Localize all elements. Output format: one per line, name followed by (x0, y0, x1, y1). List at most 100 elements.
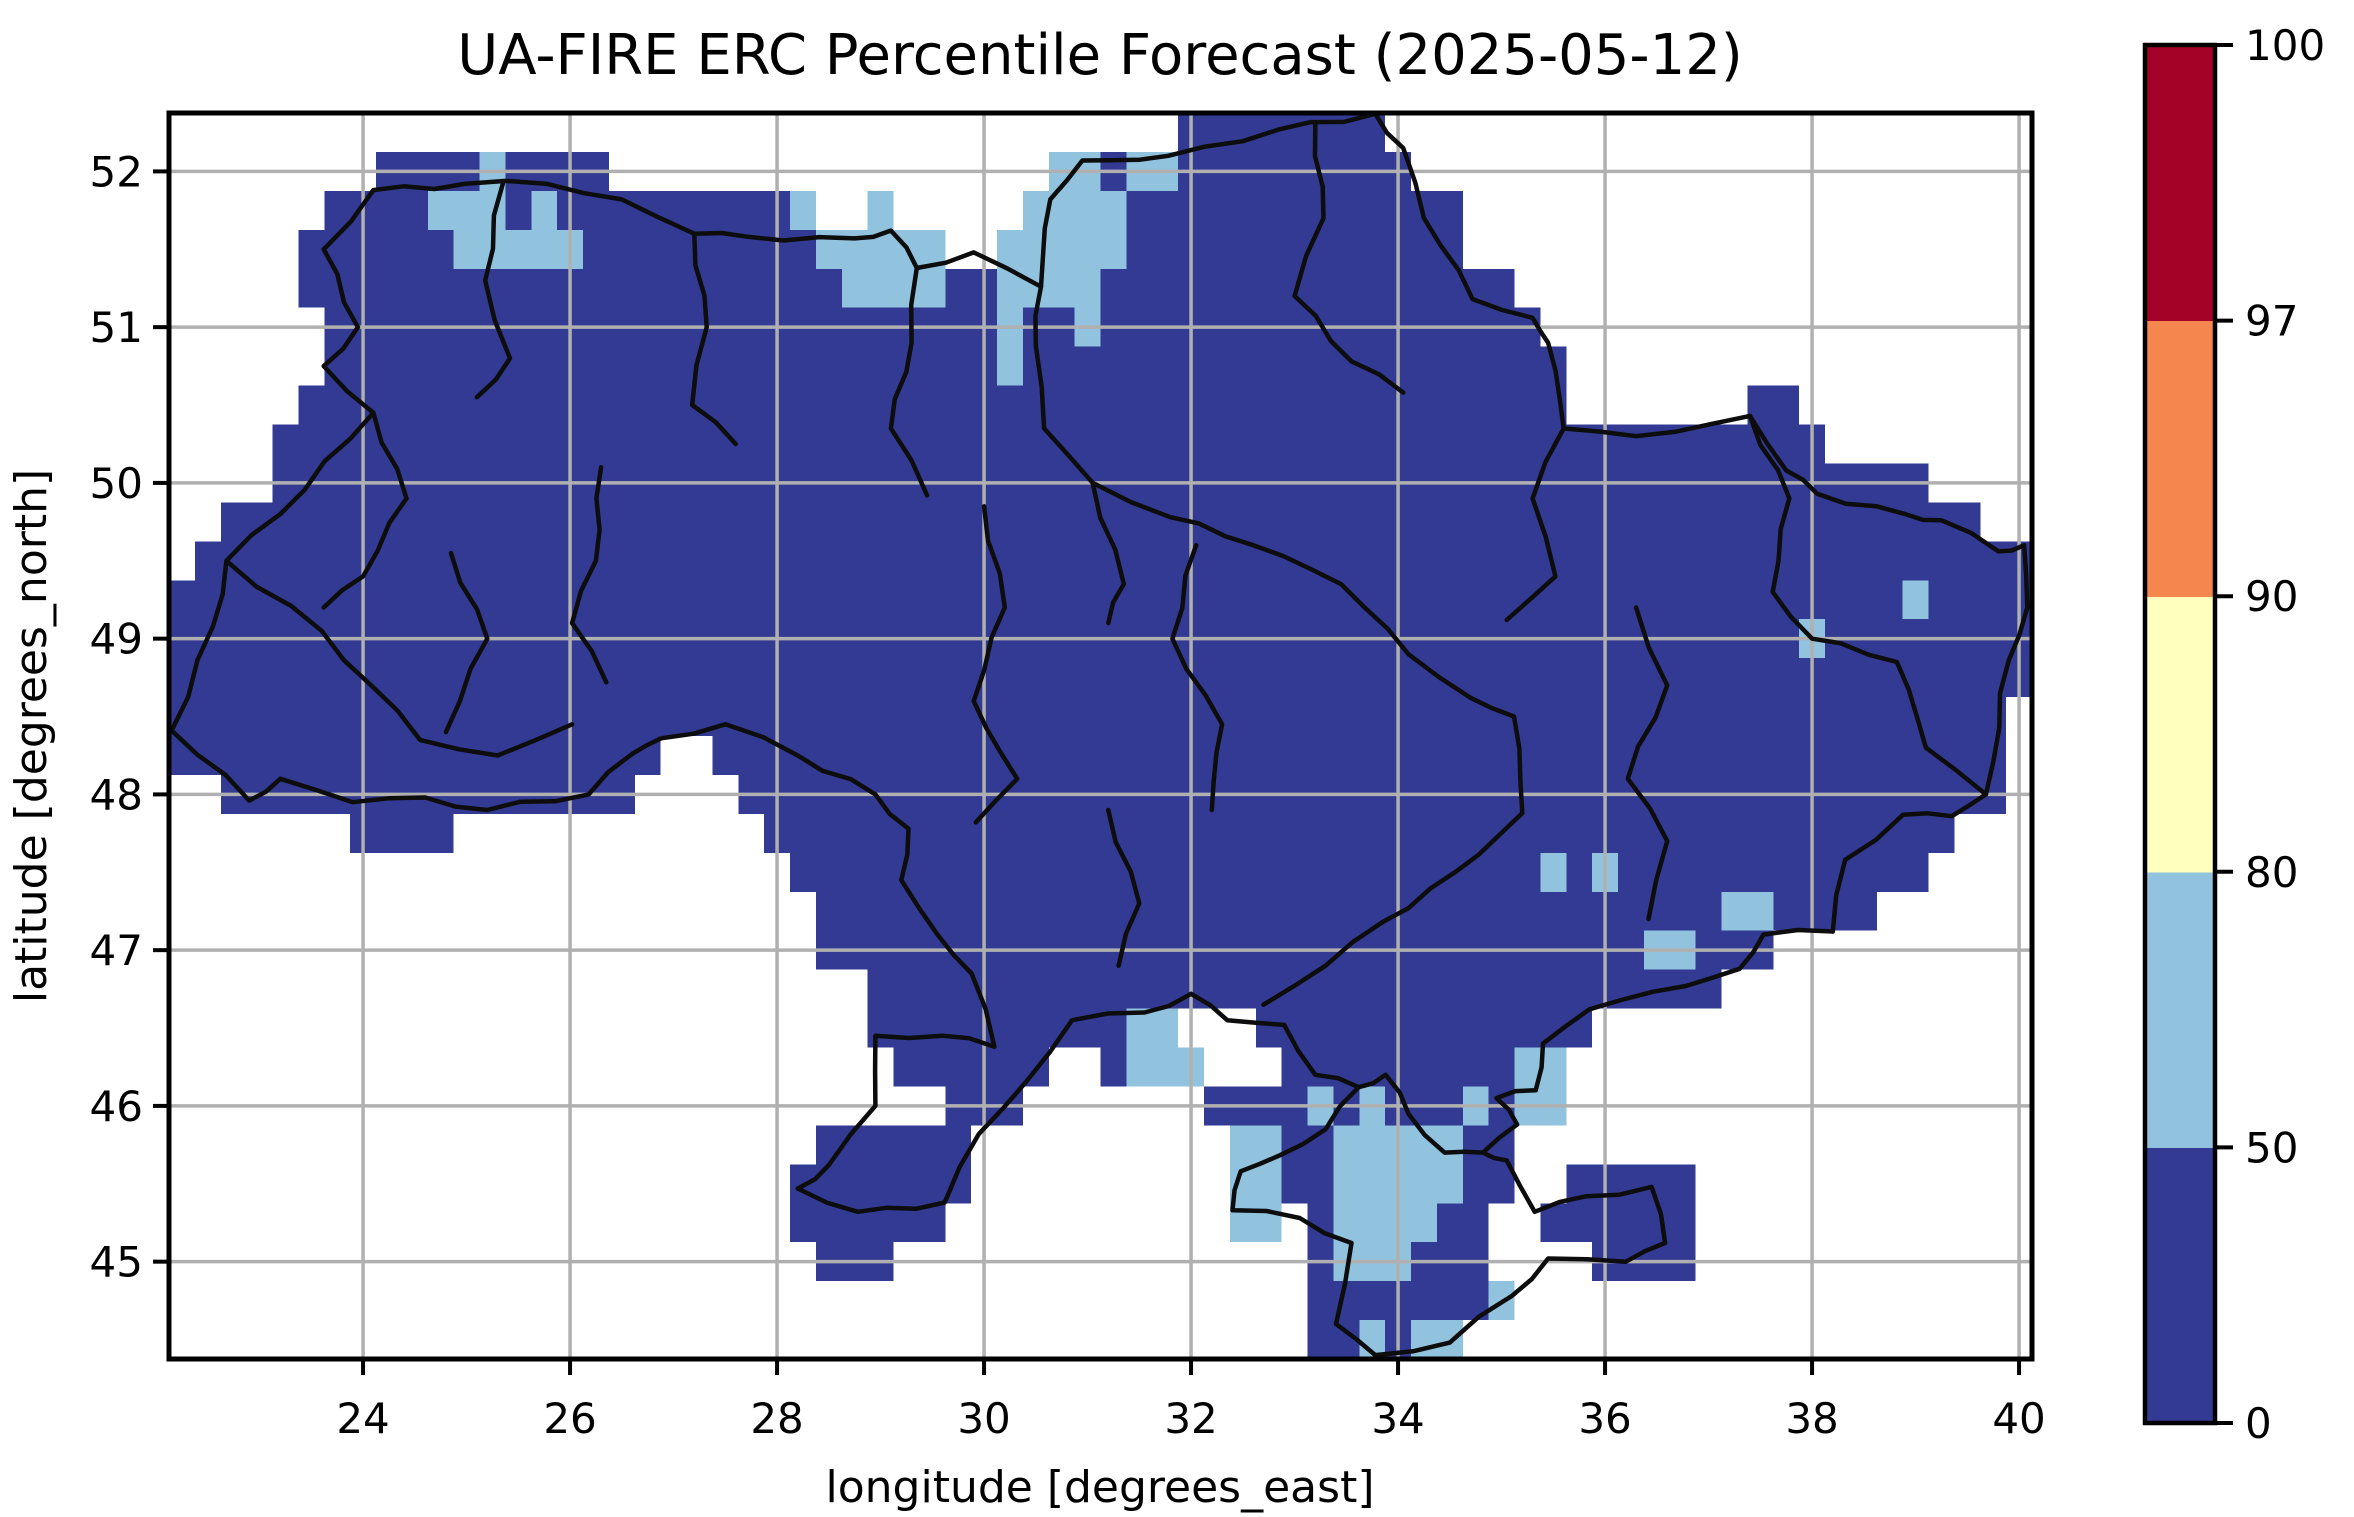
highlight-cell (1152, 1047, 1179, 1087)
colorbar-tick-label: 80 (2245, 848, 2298, 897)
highlight-cell (841, 268, 868, 308)
footprint-run (893, 1047, 1049, 1087)
footprint-run (712, 736, 2007, 775)
highlight-cell (453, 229, 480, 269)
boundary-coast-crimea (1230, 1084, 1668, 1358)
x-axis-label: longitude [degrees_east] (826, 1462, 1375, 1513)
highlight-cell (1048, 268, 1075, 308)
y-tick-label: 50 (90, 459, 143, 508)
footprint-run (169, 736, 661, 775)
footprint-run (867, 969, 1722, 1009)
boundary-coast-black-sea (795, 991, 1361, 1215)
colorbar-tick-label: 50 (2245, 1123, 2298, 1172)
boundary-border-romania (169, 728, 635, 813)
x-tick-label: 30 (957, 1394, 1010, 1443)
highlight-cell (1747, 891, 1774, 931)
boundary-oblast-sumy-kharkiv (1504, 426, 1566, 623)
highlight-cell (531, 229, 558, 269)
colorbar-tick-label: 0 (2245, 1399, 2272, 1448)
y-tick-label: 47 (90, 926, 143, 975)
boundary-oblast-carpathian (224, 558, 575, 758)
boundary-oblast-ivano-frankivsk (443, 550, 490, 735)
highlight-cell (1411, 1203, 1437, 1243)
plot-title: UA-FIRE ERC Percentile Forecast (2025-05… (457, 23, 1742, 88)
x-tick-label: 34 (1371, 1394, 1424, 1443)
y-tick-label: 46 (90, 1082, 143, 1131)
axes-spines (166, 110, 2035, 1362)
highlight-cell (1229, 1125, 1256, 1165)
boundary-dnipro-oblast-line (1033, 284, 1525, 1007)
boundary-oblast-mykolaiv (1106, 807, 1142, 968)
y-tick-label: 49 (90, 615, 143, 664)
highlight-cell (1359, 1125, 1386, 1165)
colorbar-tick-label: 97 (2245, 297, 2298, 346)
highlight-cell (453, 190, 480, 230)
highlight-cell (427, 190, 454, 230)
highlight-cell (1126, 1047, 1153, 1087)
footprint-run (790, 852, 1929, 892)
boundary-oblast-volyn-rivne (474, 181, 513, 400)
highlight-cell (505, 229, 532, 269)
footprint-run (169, 580, 2032, 620)
highlight-cell (1100, 229, 1127, 269)
x-tick-label: 40 (1992, 1394, 2045, 1443)
x-tick-label: 28 (750, 1394, 803, 1443)
highlight-cell (1436, 1320, 1463, 1359)
boundary-oblast-donetsk (1625, 605, 1670, 922)
highlight-cell (1540, 1047, 1567, 1087)
highlight-cell (531, 190, 558, 230)
boundary-oblast-kharkiv-luhansk (1747, 413, 1989, 797)
boundary-border-northeast-russia (1373, 111, 2030, 663)
footprint-run (1747, 385, 1800, 425)
highlight-cell (1721, 891, 1748, 931)
highlight-cell (1074, 190, 1101, 230)
boundary-border-northwest-belarus (321, 111, 1378, 289)
x-tick-label: 36 (1578, 1394, 1631, 1443)
highlight-cell (919, 268, 946, 308)
highlight-cell (1359, 1164, 1386, 1204)
x-tick-label: 26 (543, 1394, 596, 1443)
footprint-run (815, 891, 1877, 931)
highlight-cell (1436, 1164, 1463, 1204)
boundary-oblast-vinnytsia (971, 504, 1020, 825)
highlight-cell (997, 346, 1023, 386)
footprint-run (815, 1125, 972, 1165)
colorbar: 0 50 80 90 97 100 (2142, 21, 2325, 1448)
boundary-oblast-zhytomyr-kyiv (888, 265, 930, 498)
plot-frame (166, 110, 2035, 1362)
colorbar-segment (2145, 871, 2215, 1148)
colorbar-segment (2145, 45, 2215, 322)
highlight-cell (1048, 229, 1075, 269)
highlight-cell (1333, 1164, 1360, 1204)
x-tick-label: 24 (336, 1394, 389, 1443)
boundary-border-east-russia (1830, 658, 2011, 934)
highlight-cell (1100, 190, 1127, 230)
y-axis-label: latitude [degrees_north] (6, 469, 57, 1003)
boundary-border-west-poland (169, 247, 376, 733)
footprint-run (1540, 1203, 1696, 1243)
y-tick-label: 52 (90, 147, 143, 196)
region-boundaries-layer (169, 111, 2030, 1358)
y-tick-label: 48 (90, 770, 143, 819)
y-tick-label: 51 (90, 303, 143, 352)
y-axis: 45 46 47 48 49 50 51 52 (90, 147, 169, 1287)
highlight-cell (997, 229, 1023, 269)
highlight-cell (867, 190, 894, 230)
footprint-run (324, 346, 1567, 386)
y-tick-label: 45 (90, 1238, 143, 1287)
footprint-run (350, 813, 454, 853)
boundary-oblast-rivne-zhytomyr (689, 231, 738, 447)
footprint-run (169, 658, 2032, 698)
boundary-oblast-khmelnytskyi (569, 465, 609, 685)
highlight-cell (1359, 1203, 1386, 1243)
colorbar-segment (2145, 596, 2215, 873)
highlight-cell (1074, 268, 1101, 308)
highlight-cell (1333, 1125, 1360, 1165)
boundary-coast-azov (1356, 927, 1836, 1155)
boundary-oblast-chernihiv-sumy (1292, 122, 1406, 395)
highlight-cell (1436, 1125, 1463, 1165)
footprint-run (169, 697, 2007, 736)
gridlines-layer (169, 113, 2032, 1359)
boundary-oblast-kirovohrad (1170, 542, 1225, 813)
